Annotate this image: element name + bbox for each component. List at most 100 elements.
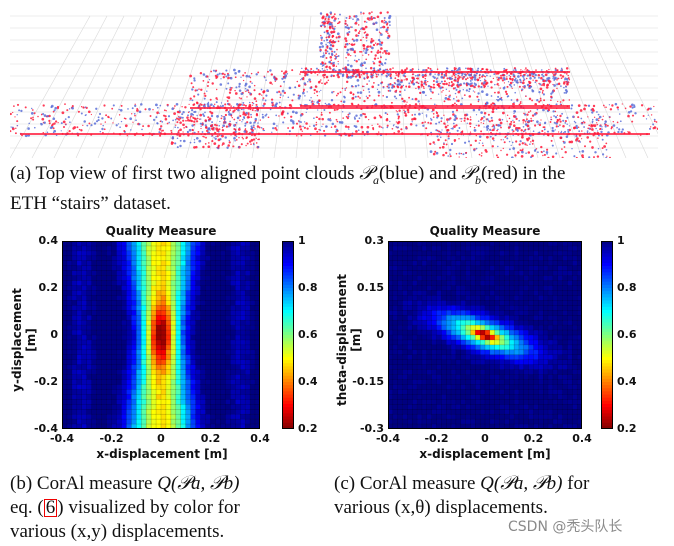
heatmap-c-cell — [416, 404, 423, 410]
heatmap-b-cell — [81, 413, 88, 420]
heatmap-c-cell — [523, 354, 530, 361]
heatmap-b-cell — [111, 319, 117, 326]
heatmap-b-cell — [96, 379, 103, 385]
heatmap-c-cell — [552, 285, 559, 291]
heatmap-c-cell — [407, 250, 413, 257]
heatmap-c-cell — [552, 290, 559, 296]
heatmap-c-cell — [552, 300, 559, 306]
colorbar-c-segment — [601, 338, 613, 342]
heatmap-b-cell — [180, 280, 187, 287]
heatmap-b-cell — [96, 275, 103, 282]
heatmap-c-cell — [542, 379, 549, 385]
heatmap-c-cell — [489, 280, 496, 287]
heatmap-c-cell — [465, 295, 471, 301]
heatmap-b-cell — [220, 379, 226, 385]
heatmap-c-cell — [523, 344, 530, 351]
heatmap-b-cell — [131, 275, 137, 282]
heatmap-b-cell — [170, 319, 177, 326]
heatmap-b-cell — [235, 404, 241, 410]
heatmap-b-cell — [215, 290, 221, 296]
heatmap-c-cell — [562, 290, 568, 296]
heatmap-c-cell — [533, 250, 539, 257]
heatmap-b-cell — [225, 339, 231, 346]
heatmap-b-cell — [91, 290, 98, 296]
heatmap-b-cell — [150, 384, 157, 390]
heatmap-b-cell — [96, 280, 103, 287]
heatmap-c-cell — [528, 389, 534, 395]
heatmap-b-cell — [145, 399, 152, 405]
heatmap-b-cell — [121, 344, 127, 351]
heatmap-c-cell — [407, 280, 413, 287]
heatmap-b-cell — [116, 409, 122, 415]
heatmap-c-cell — [567, 404, 573, 410]
heatmap-b-cell — [71, 418, 78, 425]
heatmap-c-cell — [513, 295, 520, 301]
heatmap-c-cell — [397, 339, 404, 346]
heatmap-c-cell — [504, 260, 510, 267]
heatmap-b-cell — [101, 290, 108, 296]
heatmap-c-cell — [513, 413, 520, 420]
heatmap-c-cell — [523, 389, 530, 395]
heatmap-b-cell — [116, 275, 122, 282]
heatmap-b-cell — [195, 250, 202, 257]
heatmap-b-cell — [215, 245, 221, 252]
heatmap-b-cell — [71, 394, 78, 400]
heatmap-b-cell — [136, 344, 142, 351]
caption-c-post: for — [567, 473, 590, 494]
heatmap-c-cell — [475, 384, 481, 390]
heatmap-b-cell — [185, 394, 192, 400]
heatmap-b-cell — [205, 379, 212, 385]
heatmap-c-cell — [523, 310, 530, 316]
heatmap-c-cell — [567, 275, 573, 282]
heatmap-b-cell — [180, 305, 187, 311]
heatmap-b-cell — [76, 379, 83, 385]
heatmap-c-cell — [465, 374, 471, 381]
heatmap-c-cell — [397, 255, 404, 262]
heatmap-b-cell — [150, 255, 157, 262]
heatmap-c-cell — [392, 315, 399, 321]
heatmap-b-cell — [91, 275, 98, 282]
heatmap-b-cell — [81, 364, 88, 371]
heatmap-c-cell — [441, 374, 447, 381]
heatmap-b-cell — [244, 295, 251, 301]
heatmap-c-cell — [518, 329, 525, 336]
heatmap-c-cell — [479, 369, 486, 376]
heatmap-c-cell — [513, 265, 520, 272]
heatmap-c-cell — [547, 255, 554, 262]
heatmap-b-cell — [220, 260, 226, 267]
heatmap-b-cell — [249, 250, 256, 257]
heatmap-b-cell — [116, 315, 122, 321]
heatmap-c-cell — [436, 310, 442, 316]
heatmap-c-cell — [441, 364, 447, 371]
heatmap-c-cell — [542, 295, 549, 301]
heatmap-b-cell — [249, 315, 256, 321]
heatmap-c-cell — [475, 295, 481, 301]
heatmap-b-cell — [111, 344, 117, 351]
heatmap-c-cell — [542, 339, 549, 346]
heatmap-c-cell — [504, 245, 510, 252]
heatmap-c-cell — [475, 334, 481, 341]
heatmap-b-cell — [150, 413, 157, 420]
heatmap-c-cell — [450, 324, 457, 331]
heatmap-c-cell — [557, 319, 564, 326]
heatmap-b-cell — [185, 364, 192, 371]
heatmap-b-cell — [101, 255, 108, 262]
heatmap-b-cell — [96, 339, 103, 346]
heatmap-b-frame — [62, 241, 260, 429]
heatmap-c-cell — [460, 255, 467, 262]
heatmap-b-cell — [235, 324, 241, 331]
heatmap-c-cell — [552, 310, 559, 316]
heatmap-b-cell — [165, 409, 172, 415]
equation-ref-link[interactable]: 6 — [43, 497, 58, 518]
heatmap-b-cell — [244, 409, 251, 415]
heatmap-c-cell — [552, 280, 559, 287]
heatmap-c-cell — [528, 399, 534, 405]
heatmap-b-cell — [96, 399, 103, 405]
heatmap-c-cell — [397, 409, 404, 415]
heatmap-c-cell — [533, 295, 539, 301]
heatmap-b-cell — [244, 319, 251, 326]
heatmap-b-cell — [131, 319, 137, 326]
heatmap-c-cell — [431, 270, 438, 277]
heatmap-c-cell — [460, 413, 467, 420]
heatmap-b-cell — [235, 418, 241, 425]
